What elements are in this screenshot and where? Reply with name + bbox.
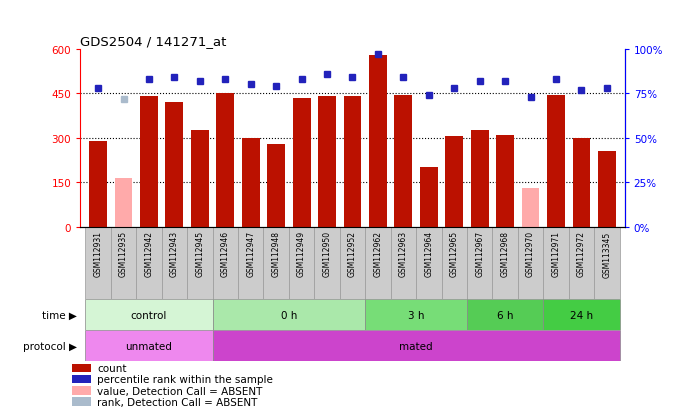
Text: GSM112943: GSM112943: [170, 231, 179, 277]
Bar: [72, 397, 91, 406]
Bar: [114, 178, 133, 227]
Text: count: count: [97, 363, 126, 373]
Text: GSM112947: GSM112947: [246, 231, 255, 277]
Text: 3 h: 3 h: [408, 310, 424, 320]
Text: control: control: [131, 310, 167, 320]
Bar: [89, 141, 107, 227]
Text: GSM112971: GSM112971: [551, 231, 560, 277]
Text: time ▶: time ▶: [42, 310, 77, 320]
Bar: [470, 131, 489, 227]
Text: value, Detection Call = ABSENT: value, Detection Call = ABSENT: [97, 386, 262, 396]
Text: GSM112952: GSM112952: [348, 231, 357, 277]
Bar: [467, 299, 543, 330]
Bar: [72, 364, 91, 372]
Bar: [416, 227, 442, 299]
Text: protocol ▶: protocol ▶: [23, 341, 77, 351]
Bar: [213, 299, 365, 330]
Bar: [467, 227, 492, 299]
Bar: [569, 227, 594, 299]
Bar: [216, 94, 235, 227]
Bar: [289, 227, 314, 299]
Text: GDS2504 / 141271_at: GDS2504 / 141271_at: [80, 36, 227, 48]
Bar: [85, 299, 213, 330]
Text: percentile rank within the sample: percentile rank within the sample: [97, 375, 273, 385]
Text: GSM112964: GSM112964: [424, 231, 433, 277]
Text: GSM112965: GSM112965: [450, 231, 459, 277]
Text: unmated: unmated: [126, 341, 172, 351]
Text: GSM112970: GSM112970: [526, 231, 535, 277]
Bar: [518, 227, 543, 299]
Bar: [547, 95, 565, 227]
Bar: [572, 138, 591, 227]
Bar: [543, 227, 569, 299]
Bar: [420, 168, 438, 227]
Bar: [140, 97, 158, 227]
Text: GSM112948: GSM112948: [272, 231, 281, 277]
Bar: [238, 227, 263, 299]
Bar: [314, 227, 340, 299]
Bar: [594, 227, 620, 299]
Text: GSM112946: GSM112946: [221, 231, 230, 277]
Bar: [340, 227, 365, 299]
Bar: [111, 227, 136, 299]
Text: 0 h: 0 h: [281, 310, 297, 320]
Text: 24 h: 24 h: [570, 310, 593, 320]
Bar: [162, 227, 187, 299]
Bar: [343, 97, 362, 227]
Bar: [543, 299, 620, 330]
Text: GSM112931: GSM112931: [94, 231, 103, 277]
Text: GSM112963: GSM112963: [399, 231, 408, 277]
Bar: [242, 138, 260, 227]
Bar: [598, 152, 616, 227]
Bar: [496, 135, 514, 227]
Bar: [72, 386, 91, 395]
Bar: [521, 189, 540, 227]
Text: GSM112968: GSM112968: [500, 231, 510, 277]
Bar: [394, 95, 413, 227]
Text: GSM112962: GSM112962: [373, 231, 383, 277]
Text: GSM112972: GSM112972: [577, 231, 586, 277]
Text: 6 h: 6 h: [497, 310, 514, 320]
Text: GSM112942: GSM112942: [144, 231, 154, 277]
Bar: [267, 144, 285, 227]
Bar: [292, 98, 311, 227]
Bar: [85, 330, 213, 361]
Text: GSM113345: GSM113345: [602, 231, 611, 277]
Bar: [369, 55, 387, 227]
Text: GSM112935: GSM112935: [119, 231, 128, 277]
Bar: [213, 227, 238, 299]
Bar: [136, 227, 162, 299]
Bar: [213, 330, 620, 361]
Bar: [165, 103, 184, 227]
Bar: [263, 227, 289, 299]
Text: GSM112967: GSM112967: [475, 231, 484, 277]
Bar: [442, 227, 467, 299]
Text: rank, Detection Call = ABSENT: rank, Detection Call = ABSENT: [97, 397, 258, 407]
Bar: [187, 227, 213, 299]
Bar: [72, 375, 91, 383]
Text: mated: mated: [399, 341, 433, 351]
Bar: [365, 299, 467, 330]
Bar: [365, 227, 391, 299]
Text: GSM112949: GSM112949: [297, 231, 306, 277]
Bar: [85, 227, 111, 299]
Bar: [492, 227, 518, 299]
Bar: [191, 131, 209, 227]
Text: GSM112945: GSM112945: [195, 231, 205, 277]
Bar: [445, 137, 463, 227]
Bar: [318, 97, 336, 227]
Text: GSM112950: GSM112950: [322, 231, 332, 277]
Bar: [391, 227, 416, 299]
